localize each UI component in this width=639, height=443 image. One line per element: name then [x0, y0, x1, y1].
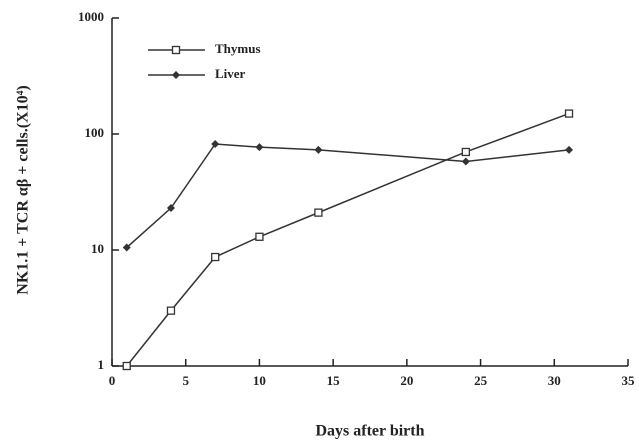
x-tick-label: 15 [327, 373, 341, 388]
y-tick-label: 1000 [78, 9, 104, 24]
data-point [211, 139, 220, 148]
data-point [461, 157, 470, 166]
data-point [461, 147, 470, 157]
data-point [166, 306, 176, 315]
legend-label: Thymus [215, 41, 261, 56]
data-point [255, 232, 264, 241]
y-tick-label: 10 [91, 241, 104, 256]
legend-marker [172, 71, 180, 79]
x-tick-label: 20 [400, 373, 413, 388]
data-point [255, 143, 264, 152]
x-tick-label: 30 [548, 373, 561, 388]
y-tick-label: 100 [85, 125, 105, 140]
x-tick-label: 5 [182, 373, 189, 388]
series-line [126, 143, 570, 249]
x-tick-label: 10 [253, 373, 266, 388]
x-tick-label: 35 [622, 373, 636, 388]
data-point [564, 109, 574, 118]
data-point [211, 252, 220, 262]
data-point [314, 208, 323, 217]
legend-marker [171, 45, 181, 55]
legend-label: Liver [215, 66, 246, 81]
y-tick-label: 1 [98, 357, 105, 372]
data-point [122, 361, 131, 371]
x-tick-label: 0 [109, 373, 116, 388]
x-axis-label: Days after birth [315, 423, 424, 440]
y-axis-label: NK1.1 + TCR αβ + cells.(X10⁴) [15, 85, 32, 294]
data-point [166, 204, 175, 213]
x-tick-label: 25 [474, 373, 488, 388]
data-point [314, 145, 323, 154]
data-point [565, 145, 574, 154]
data-point [122, 243, 131, 252]
